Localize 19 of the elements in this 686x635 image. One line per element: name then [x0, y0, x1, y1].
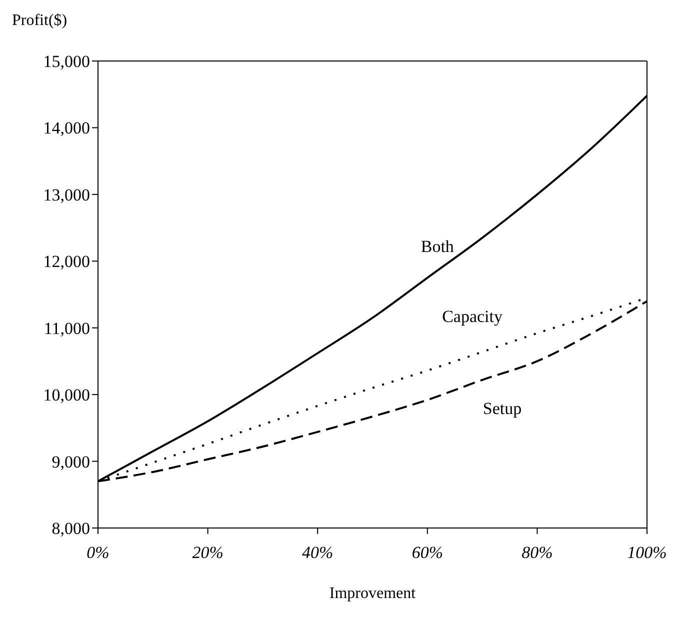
y-tick-label: 13,000	[43, 185, 90, 204]
series-label: Capacity	[442, 306, 504, 326]
x-tick-label: 100%	[627, 543, 667, 562]
x-axis-title: Improvement	[329, 585, 416, 602]
x-tick-label: 40%	[302, 543, 334, 562]
y-tick-label: 8,000	[52, 519, 90, 538]
x-tick-label: 60%	[412, 543, 443, 562]
series-label: Setup	[482, 398, 522, 418]
y-tick-label: 9,000	[52, 452, 90, 472]
y-tick-label: 10,000	[43, 386, 90, 405]
x-tick-label: 80%	[522, 543, 553, 562]
y-tick-label: 12,000	[43, 252, 90, 272]
x-tick-label: 20%	[192, 543, 224, 562]
series-label: Both	[420, 236, 454, 256]
y-tick-label: 14,000	[43, 118, 90, 138]
y-tick-label: 11,000	[44, 318, 90, 338]
x-tick-label: 0%	[86, 543, 110, 562]
y-tick-label: 15,000	[43, 52, 90, 72]
y-axis-title: Profit($)	[12, 12, 68, 30]
